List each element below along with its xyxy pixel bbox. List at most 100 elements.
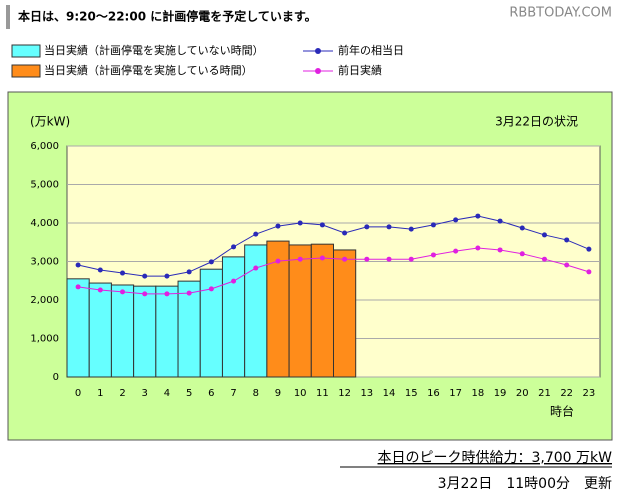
line [78, 247, 590, 295]
annotation: 3月22日の状況 [495, 114, 578, 129]
point [586, 246, 592, 252]
point [164, 273, 170, 279]
point [319, 255, 325, 261]
x-tick-label: 17 [449, 388, 462, 399]
bar [199, 268, 223, 378]
x-tick-label: 9 [275, 388, 281, 399]
x-tick-label: 4 [164, 388, 170, 399]
x-tick-label: 16 [427, 388, 440, 399]
legend-label: 当日実績（計画停電を実施している時間） [44, 63, 253, 77]
legend-swatch [11, 64, 41, 78]
x-tick-label: 11 [316, 388, 329, 399]
x-tick-label: 15 [405, 388, 418, 399]
point [164, 291, 170, 297]
bar [310, 243, 334, 378]
bar [110, 284, 135, 378]
x-tick-label: 5 [186, 388, 192, 399]
watermark: RBBTODAY.COM [509, 6, 612, 21]
x-tick-label: 18 [471, 388, 484, 399]
point [386, 256, 392, 262]
x-tick-label: 20 [516, 388, 529, 399]
point [342, 256, 348, 262]
point [253, 265, 259, 271]
x-tick-label: 1 [97, 388, 103, 399]
x-tick-label: 3 [142, 388, 148, 399]
point [231, 278, 237, 284]
y-tick-label: 0 [53, 372, 59, 383]
updated: 3月22日 11時00分 更新 [438, 476, 612, 492]
point [430, 252, 436, 258]
point [497, 218, 503, 224]
x-tick-label: 14 [383, 388, 396, 399]
point [386, 224, 392, 230]
bar [288, 244, 312, 378]
x-tick-label: 13 [360, 388, 373, 399]
point [208, 259, 214, 265]
point [186, 290, 192, 296]
legend-marker [315, 48, 321, 54]
point [297, 256, 303, 262]
point [497, 247, 503, 253]
x-tick-label: 22 [560, 388, 573, 399]
point [275, 223, 281, 229]
point [519, 251, 525, 257]
point [475, 213, 481, 219]
point [475, 245, 481, 251]
bar [333, 249, 357, 378]
bar [66, 278, 90, 378]
legend-swatch [11, 44, 41, 58]
header-bar [6, 5, 10, 29]
x-tick-label: 23 [583, 388, 596, 399]
notice: 本日は、9:20〜22:00 に計画停電を予定しています。 [18, 9, 317, 24]
legend-label: 前日実績 [338, 63, 382, 77]
y-tick-label: 6,000 [30, 141, 59, 152]
x-tick-label: 2 [119, 388, 125, 399]
point [564, 262, 570, 268]
point [186, 269, 192, 275]
x-tick-label: 10 [294, 388, 307, 399]
point [342, 230, 348, 236]
x-tick-label: 0 [75, 388, 81, 399]
bar [155, 285, 179, 378]
x-tick-label: 21 [538, 388, 551, 399]
point [75, 262, 81, 268]
point [253, 231, 259, 237]
point [231, 244, 237, 250]
point [364, 224, 370, 230]
point [453, 217, 459, 223]
point [208, 286, 214, 292]
point [120, 289, 126, 295]
legend-label: 前年の相当日 [338, 43, 404, 57]
point [364, 256, 370, 262]
y-tick-label: 4,000 [30, 218, 59, 229]
peak-supply: 本日のピーク時供給力：3,700 万kW [378, 450, 613, 466]
point [430, 222, 436, 228]
bar [244, 244, 268, 378]
point [541, 232, 547, 238]
bar [133, 285, 157, 378]
point [97, 287, 103, 293]
point [297, 220, 303, 226]
point [75, 284, 81, 290]
x-axis-label: 時台 [550, 404, 574, 419]
point [319, 222, 325, 228]
point [564, 237, 570, 243]
x-tick-label: 8 [253, 388, 259, 399]
point [142, 291, 148, 297]
bar [88, 282, 112, 378]
y-axis-label: (万kW) [30, 115, 70, 129]
y-tick-label: 5,000 [30, 180, 59, 191]
point [97, 267, 103, 273]
point [275, 258, 281, 264]
point [541, 256, 547, 262]
x-tick-label: 6 [208, 388, 214, 399]
point [453, 248, 459, 254]
point [519, 225, 525, 231]
legend-label: 当日実績（計画停電を実施していない時間） [44, 43, 264, 57]
bar [221, 256, 246, 378]
point [408, 256, 414, 262]
point [586, 269, 592, 275]
x-tick-label: 7 [230, 388, 236, 399]
